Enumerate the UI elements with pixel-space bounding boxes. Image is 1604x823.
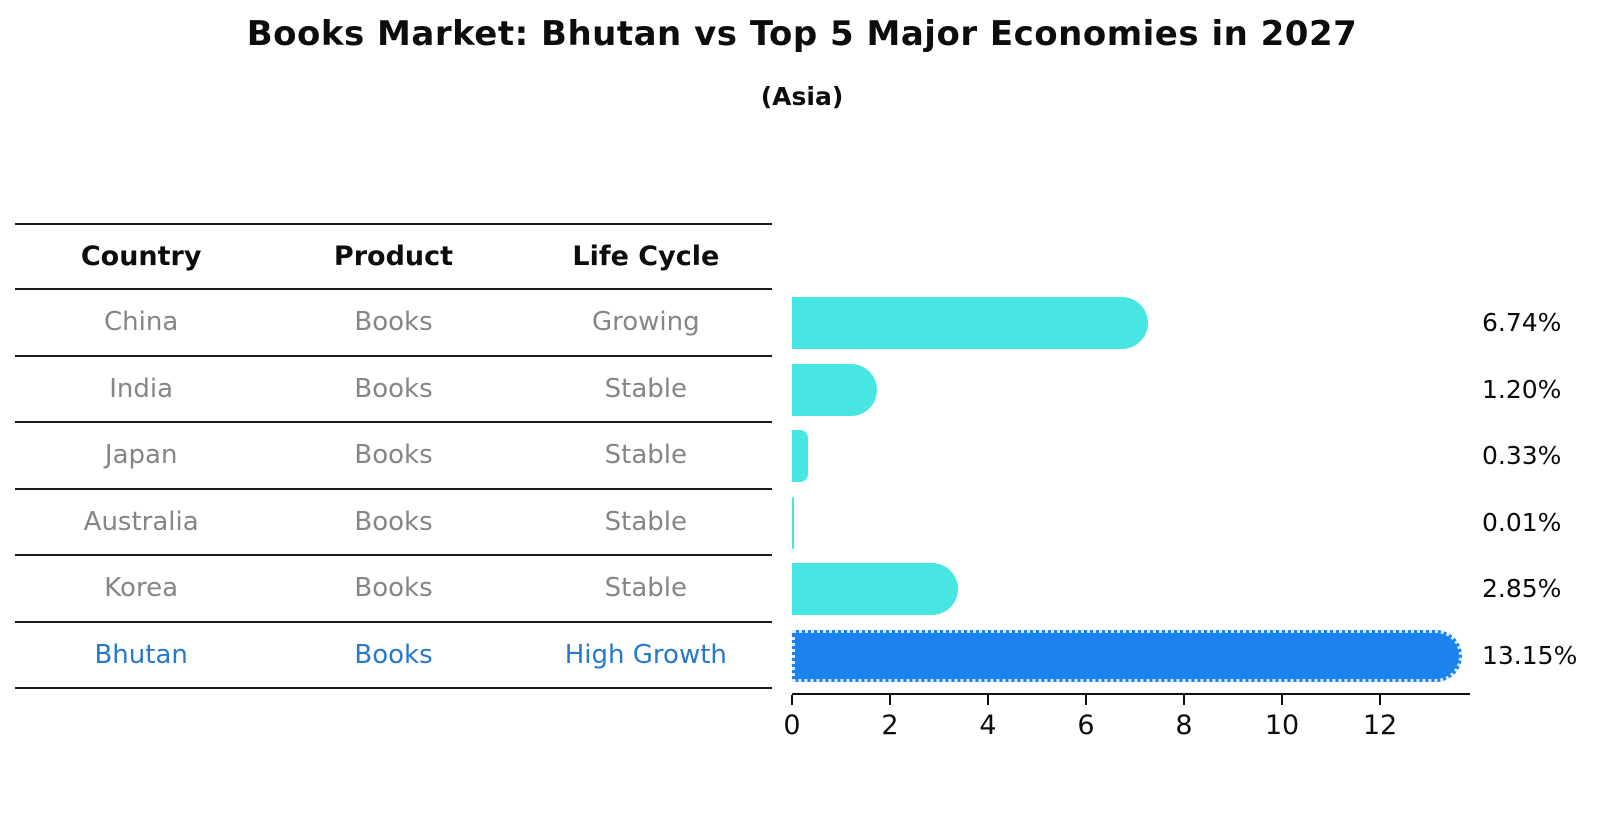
bar-value-label: 0.33%: [1482, 441, 1562, 470]
x-axis-tick-label: 4: [979, 710, 997, 741]
bar: [792, 629, 1463, 682]
table-row: Japan Books Stable: [15, 423, 772, 490]
comparison-table: Country Product Life Cycle China Books G…: [15, 223, 772, 689]
bar-value-label: 6.74%: [1482, 308, 1562, 337]
cell-country: Japan: [104, 440, 178, 471]
bar-value-label: 13.15%: [1482, 640, 1578, 670]
x-axis-tick: [987, 695, 989, 705]
cell-lifecycle: Growing: [591, 307, 700, 338]
x-axis-tick-label: 10: [1264, 710, 1300, 741]
x-axis-tick: [889, 695, 891, 705]
cell-product: Books: [354, 307, 433, 338]
page-subtitle: (Asia): [760, 82, 844, 111]
bar: [792, 363, 877, 416]
bar: [792, 297, 1149, 349]
x-axis-tick: [1379, 695, 1381, 705]
cell-lifecycle: High Growth: [564, 639, 727, 670]
cell-country: Australia: [83, 506, 199, 537]
table-body: China Books Growing India Books Stable J…: [15, 290, 772, 689]
cell-product: Books: [354, 573, 433, 604]
col-header-country: Country: [80, 241, 202, 272]
cell-product: Books: [354, 506, 433, 537]
x-axis-tick: [791, 695, 793, 705]
table-header-row: Country Product Life Cycle: [15, 223, 772, 290]
cell-country: India: [109, 373, 174, 404]
bar: [792, 430, 809, 482]
x-axis-tick-label: 2: [881, 710, 899, 741]
cell-lifecycle: Stable: [604, 506, 687, 537]
cell-country: China: [104, 307, 179, 338]
cell-lifecycle: Stable: [604, 573, 687, 604]
x-axis-tick: [1183, 695, 1185, 705]
x-axis-tick-label: 12: [1362, 710, 1398, 741]
x-axis-tick: [1085, 695, 1087, 705]
table-row: Korea Books Stable: [15, 556, 772, 623]
bar-value-label: 0.01%: [1482, 507, 1562, 537]
x-axis-tick-label: 6: [1077, 710, 1095, 741]
cell-product: Books: [354, 373, 433, 404]
bar-value-label: 2.85%: [1482, 574, 1562, 603]
col-header-lifecycle: Life Cycle: [572, 241, 720, 272]
table-row: India Books Stable: [15, 357, 772, 423]
cell-lifecycle: Stable: [604, 373, 687, 404]
x-axis-tick-label: 8: [1175, 710, 1193, 741]
cell-country: Korea: [104, 573, 179, 604]
bar-value-label: 1.20%: [1482, 374, 1562, 404]
table-row: Australia Books Stable: [15, 490, 772, 556]
col-header-product: Product: [333, 241, 454, 272]
cell-product: Books: [354, 639, 433, 670]
x-axis-tick-label: 0: [783, 710, 801, 741]
cell-product: Books: [354, 440, 433, 471]
table-row: China Books Growing: [15, 290, 772, 357]
table-row: Bhutan Books High Growth: [15, 623, 772, 689]
x-axis-line: [792, 693, 1470, 695]
cell-lifecycle: Stable: [604, 440, 687, 471]
cell-country: Bhutan: [94, 639, 188, 670]
x-axis-tick: [1281, 695, 1283, 705]
bar: [792, 496, 794, 549]
bar: [792, 563, 958, 615]
page-title: Books Market: Bhutan vs Top 5 Major Econ…: [246, 14, 1358, 54]
